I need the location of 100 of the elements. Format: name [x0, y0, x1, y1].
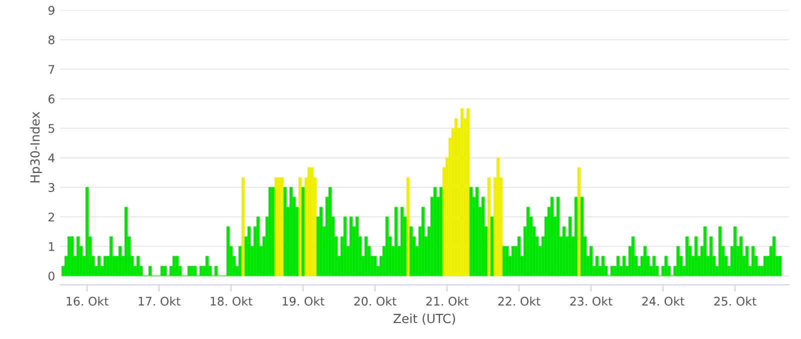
bar — [349, 216, 353, 276]
bar — [67, 236, 71, 276]
bar — [328, 187, 332, 276]
x-tick-label: 19. Okt — [282, 296, 324, 306]
bar — [490, 216, 494, 276]
bar — [652, 256, 656, 276]
bar — [703, 226, 707, 276]
bar — [580, 196, 584, 276]
bar — [763, 256, 767, 276]
y-tick-label: 7 — [48, 65, 54, 74]
bar — [193, 266, 197, 276]
bar — [778, 256, 782, 276]
bar — [70, 236, 74, 276]
bar — [643, 246, 647, 276]
bar — [466, 108, 470, 276]
bar — [751, 246, 755, 276]
x-tick-label: 20. Okt — [354, 296, 396, 306]
bar — [610, 266, 614, 276]
bar — [676, 246, 680, 276]
bar — [148, 266, 152, 276]
bar — [517, 236, 521, 276]
x-tick-label: 16. Okt — [66, 296, 108, 306]
bar — [97, 256, 101, 276]
x-tick-label: 21. Okt — [426, 296, 468, 306]
bar — [109, 236, 113, 276]
bar — [163, 266, 167, 276]
bar — [172, 256, 176, 276]
y-tick-label: 0 — [48, 272, 54, 281]
bar — [175, 256, 179, 276]
bar — [439, 187, 443, 276]
bar — [421, 206, 425, 276]
bar — [601, 256, 605, 276]
bar — [556, 196, 560, 276]
bar — [664, 256, 668, 276]
bar — [406, 177, 410, 276]
bar — [355, 216, 359, 276]
bar — [226, 226, 230, 276]
bar — [394, 206, 398, 276]
bar — [298, 177, 302, 276]
y-tick-label: 2 — [48, 212, 54, 222]
bar — [511, 246, 515, 276]
bar — [256, 216, 260, 276]
bar — [745, 246, 749, 276]
bar — [103, 256, 107, 276]
bar — [694, 236, 698, 276]
bar — [502, 246, 506, 276]
y-axis-title: Hp30-Index — [30, 112, 42, 182]
x-tick-label: 17. Okt — [138, 296, 180, 306]
y-tick-label: 5 — [48, 124, 54, 133]
bar — [505, 246, 509, 276]
bar — [343, 216, 347, 276]
bar — [568, 216, 572, 276]
bar — [76, 236, 80, 276]
x-tick-label: 24. Okt — [642, 296, 684, 306]
bar — [709, 236, 713, 276]
y-tick-label: 3 — [48, 183, 54, 192]
bar — [487, 177, 491, 276]
bar — [247, 226, 251, 276]
bar — [364, 236, 368, 276]
bar — [631, 236, 635, 276]
bar — [772, 236, 776, 276]
y-tick-label: 1 — [49, 242, 54, 251]
bar — [124, 206, 128, 276]
bar — [616, 256, 620, 276]
bar — [274, 177, 278, 276]
x-tick-label: 18. Okt — [210, 296, 252, 306]
bar — [526, 206, 530, 276]
x-axis-title: Zeit (UTC) — [394, 314, 456, 325]
bar — [481, 196, 485, 276]
bar — [373, 256, 377, 276]
bar — [118, 246, 122, 276]
bar — [739, 236, 743, 276]
bar — [268, 187, 272, 276]
bar — [589, 246, 593, 276]
bar — [238, 246, 242, 276]
y-tick-label: 4 — [48, 154, 55, 162]
bar — [205, 256, 209, 276]
bar — [280, 177, 284, 276]
bar — [733, 226, 737, 276]
bar — [469, 187, 473, 276]
bar — [595, 256, 599, 276]
bar — [409, 226, 413, 276]
bar — [319, 206, 323, 276]
bar — [577, 167, 581, 276]
bar — [271, 187, 275, 276]
bar — [301, 187, 305, 276]
bar — [400, 206, 404, 276]
bar — [160, 266, 164, 276]
x-tick-label: 22. Okt — [498, 296, 540, 306]
bar — [199, 266, 203, 276]
x-tick-label: 23. Okt — [570, 296, 612, 306]
bar — [622, 256, 626, 276]
bar — [385, 216, 389, 276]
bar — [241, 177, 245, 276]
bar — [214, 266, 218, 276]
bar — [574, 196, 578, 276]
bar — [85, 187, 89, 276]
bar — [136, 256, 140, 276]
y-tick-label: 9 — [48, 6, 54, 15]
bar — [718, 226, 722, 276]
